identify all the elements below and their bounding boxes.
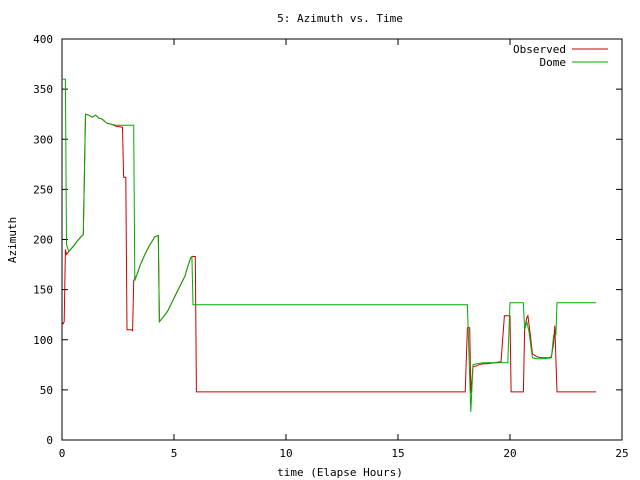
x-tick-label: 25 [615,447,628,460]
y-axis: 0 50 100 150 200 250 300 350 400 [33,33,622,447]
series-layer [61,78,597,412]
legend-label: Dome [540,56,567,69]
y-tick-label: 0 [46,434,53,447]
y-tick-label: 150 [33,284,53,297]
y-tick-label: 350 [33,83,53,96]
y-tick-label: 100 [33,334,53,347]
x-tick-label: 5 [171,447,178,460]
y-axis-label: Azimuth [6,217,19,263]
y-tick-label: 400 [33,33,53,46]
y-tick-label: 50 [40,384,53,397]
y-tick-label: 200 [33,234,53,247]
x-tick-label: 10 [279,447,292,460]
x-axis: 0 5 10 15 20 25 [59,39,629,460]
legend-label: Observed [513,43,566,56]
y-tick-label: 250 [33,183,53,196]
series-line-dome [62,78,597,412]
plot-border [61,38,623,441]
x-tick-label: 15 [391,447,404,460]
x-tick-label: 20 [503,447,516,460]
x-tick-label: 0 [59,447,66,460]
chart-title: 5: Azimuth vs. Time [277,12,403,25]
x-axis-label: time (Elapse Hours) [277,466,403,479]
y-tick-label: 300 [33,133,53,146]
plot-frame [61,38,623,441]
series-line-observed [61,113,597,393]
